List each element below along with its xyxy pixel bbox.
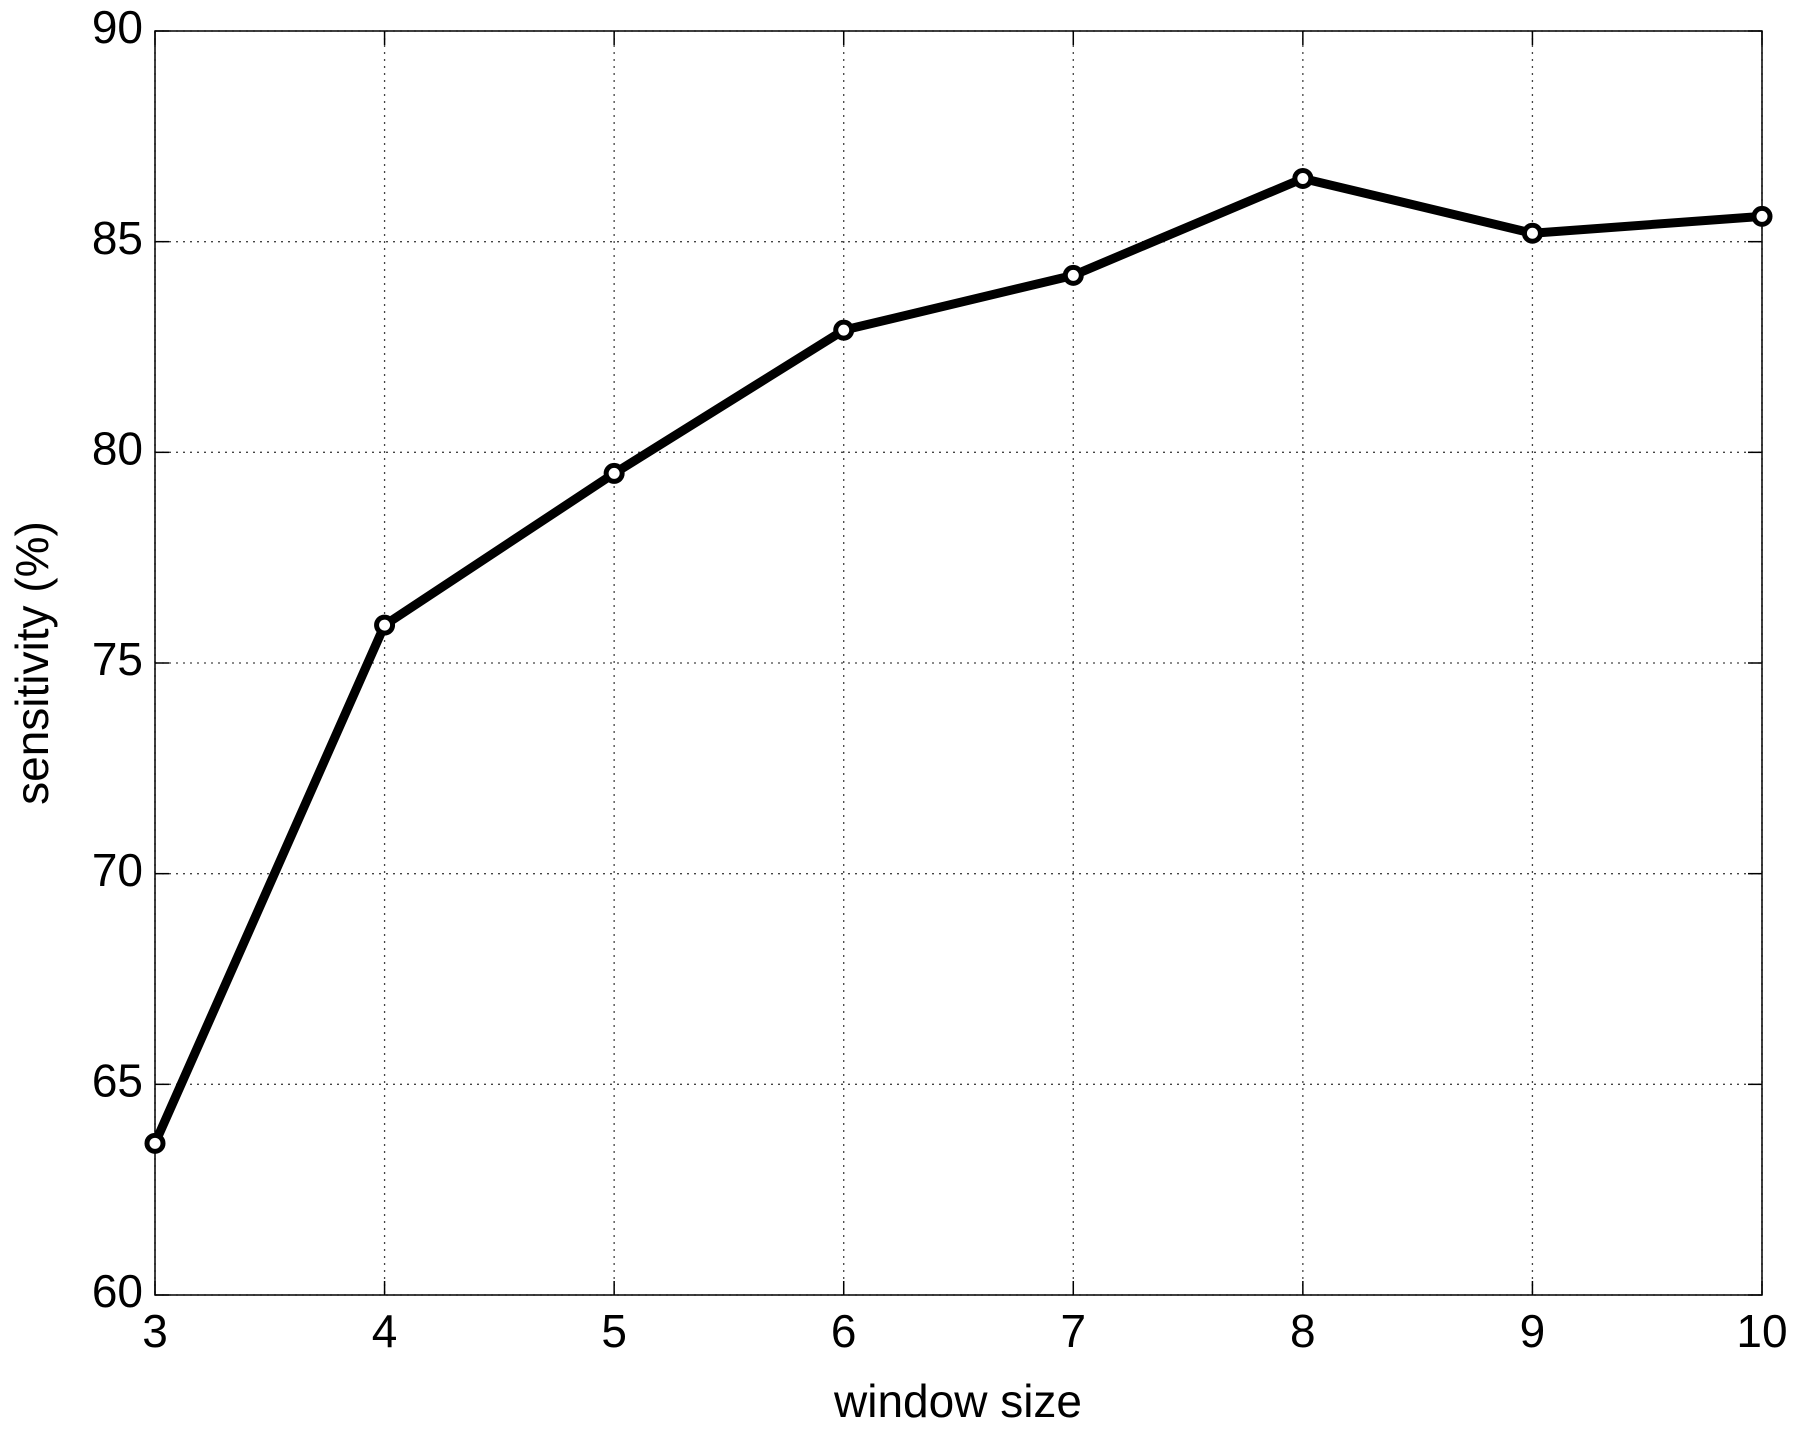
point-marker	[603, 462, 625, 484]
x-tick-label: 9	[1520, 1305, 1546, 1357]
plot-frame	[154, 30, 1763, 1296]
y-tick-label: 70	[92, 844, 143, 896]
point-marker	[833, 319, 855, 341]
point-marker	[1062, 264, 1084, 286]
point-marker	[144, 1132, 166, 1154]
y-tick-label: 85	[92, 212, 143, 264]
y-tick-label: 90	[92, 1, 143, 53]
point-marker	[374, 614, 396, 636]
x-tick-label: 6	[831, 1305, 857, 1357]
y-tick-label: 80	[92, 422, 143, 474]
x-axis-label: window size	[833, 1375, 1082, 1427]
x-tick-label: 4	[372, 1305, 398, 1357]
y-tick-label: 60	[92, 1265, 143, 1317]
series-line	[150, 173, 1763, 1146]
x-tick-label: 10	[1736, 1305, 1787, 1357]
point-marker	[1521, 222, 1543, 244]
y-tick-label: 65	[92, 1054, 143, 1106]
x-tick-label: 5	[601, 1305, 627, 1357]
y-axis-label: sensitivity (%)	[6, 521, 58, 805]
x-tick-label: 8	[1290, 1305, 1316, 1357]
x-tick-label: 3	[142, 1305, 168, 1357]
point-marker	[1751, 205, 1773, 227]
y-tick-label: 75	[92, 633, 143, 685]
point-marker	[1292, 167, 1314, 189]
x-tick-label: 7	[1060, 1305, 1086, 1357]
